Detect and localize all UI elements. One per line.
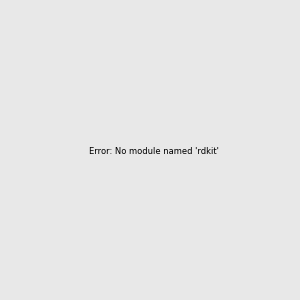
Text: Error: No module named 'rdkit': Error: No module named 'rdkit' [89, 147, 219, 156]
